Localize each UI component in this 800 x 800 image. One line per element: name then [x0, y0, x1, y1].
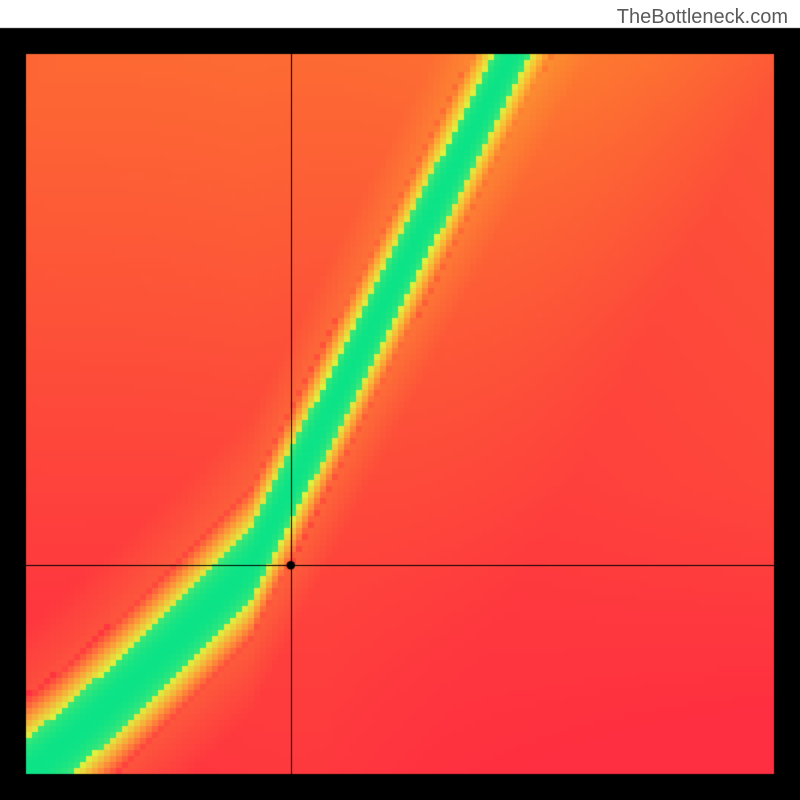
chart-container: TheBottleneck.com: [0, 0, 800, 800]
attribution-label: TheBottleneck.com: [617, 6, 788, 29]
heatmap-canvas: [0, 0, 800, 800]
